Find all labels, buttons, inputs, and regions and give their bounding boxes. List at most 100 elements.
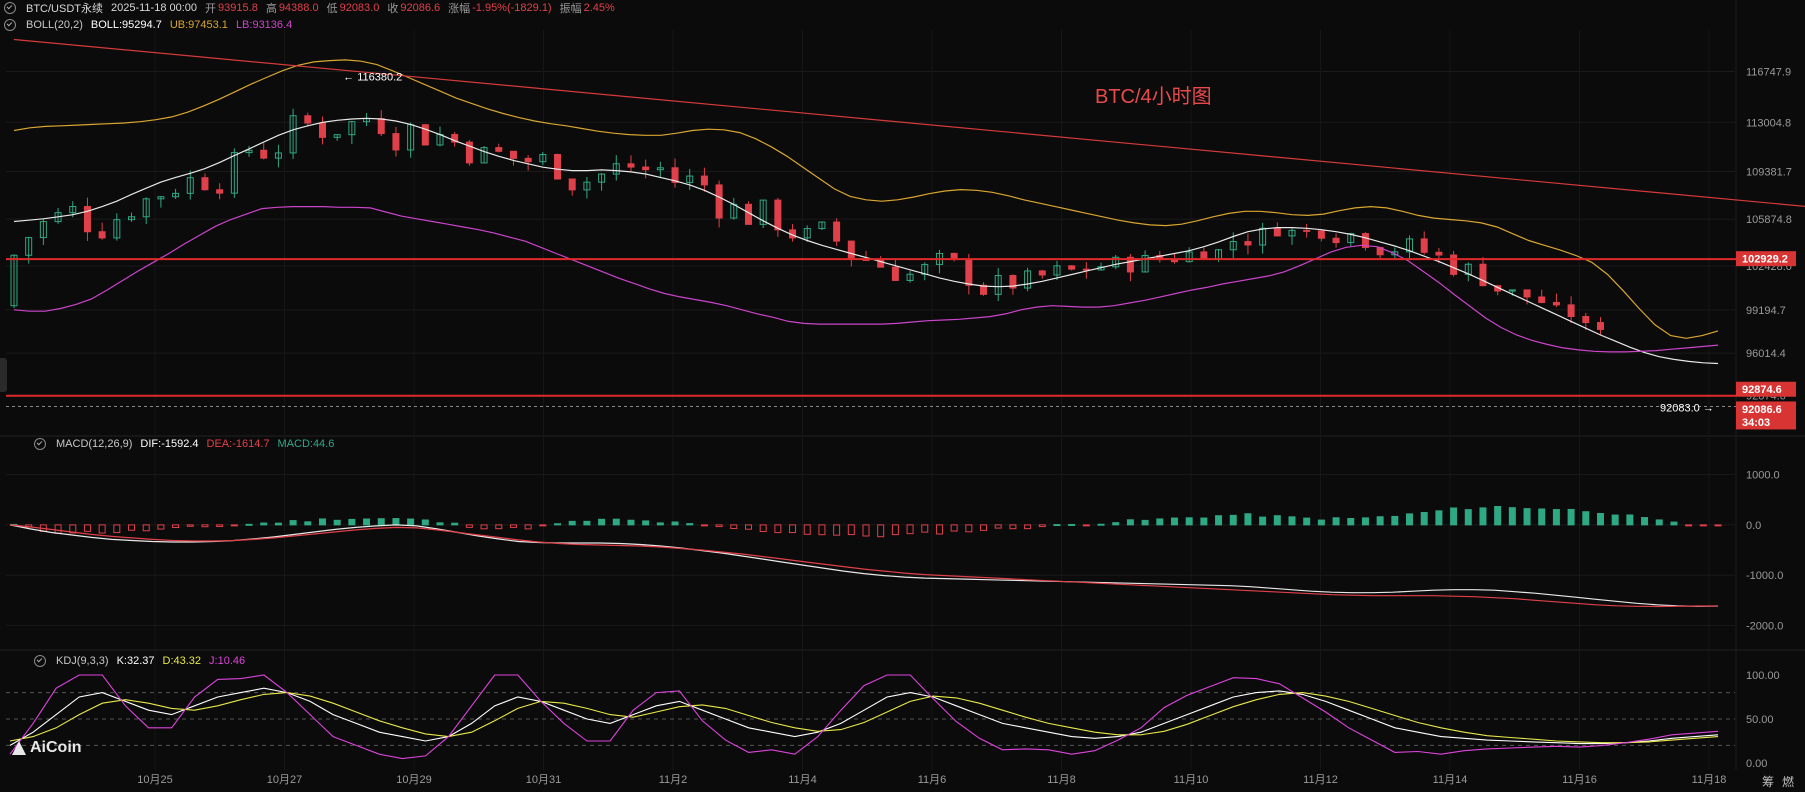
candle-body	[1185, 251, 1193, 263]
macd-histogram-bar	[980, 524, 988, 531]
candle-body	[671, 167, 679, 183]
macd-histogram-bar	[1450, 507, 1458, 526]
macd-histogram-bar	[700, 524, 708, 527]
macd-toggle-icon[interactable]	[34, 438, 46, 450]
x-tick: 10月29	[396, 774, 431, 786]
macd-histogram-bar	[627, 519, 635, 526]
candle-body	[906, 273, 914, 281]
candle-body	[348, 121, 356, 136]
candle-body	[83, 206, 91, 233]
macd-histogram-bar	[1141, 519, 1149, 526]
macd-histogram-bar	[1244, 513, 1252, 526]
macd-histogram-bar	[612, 518, 620, 526]
aicoin-logo: AiCoin	[12, 739, 82, 757]
candle-body	[1229, 241, 1237, 251]
kdj-toggle-icon[interactable]	[34, 655, 46, 667]
x-tick: 10月31	[526, 774, 561, 786]
candle-body	[1288, 229, 1296, 237]
macd-histogram-bar	[54, 524, 62, 534]
macd-histogram-bar	[465, 524, 473, 528]
x-tick: 11月4	[788, 774, 817, 786]
macd-histogram-bar	[1288, 516, 1296, 526]
candle-body	[1317, 230, 1325, 239]
macd-histogram-bar	[480, 524, 488, 530]
candle-body	[230, 152, 238, 194]
macd-name[interactable]: MACD(12,26,9)	[56, 438, 133, 450]
macd-histogram-bar	[1699, 524, 1707, 527]
x-tick: 10月27	[267, 774, 302, 786]
macd-histogram-bar	[113, 524, 121, 534]
macd-histogram-bar	[407, 518, 415, 526]
candle-body	[318, 122, 326, 138]
footer-glyph-chip[interactable]: 筹	[1762, 775, 1775, 789]
price-tag-text: 92874.6	[1742, 384, 1782, 396]
candle-body	[1200, 251, 1208, 260]
trendline	[13, 38, 1805, 207]
price-tag-bg	[1736, 401, 1796, 417]
macd-histogram-bar	[671, 521, 679, 526]
macd-dea: DEA:-1614.7	[206, 438, 270, 450]
candle-body	[598, 173, 606, 183]
boll-upper-line	[13, 59, 1719, 339]
candle-body	[421, 124, 429, 146]
macd-histogram-bar	[598, 518, 606, 526]
candle-body	[524, 157, 532, 163]
macd-histogram-bar	[965, 524, 973, 533]
candle-body	[1082, 268, 1090, 271]
macd-histogram-bar	[363, 518, 371, 526]
chart-annotation: BTC/4小时图	[1095, 86, 1212, 108]
side-panel-handle[interactable]	[0, 358, 7, 392]
macd-header: MACD(12,26,9) DIF:-1592.4 DEA:-1614.7 MA…	[34, 438, 334, 450]
symbol-label[interactable]: BTC/USDT永续	[26, 3, 103, 15]
macd-histogram-bar	[1626, 514, 1634, 526]
high-value: 94388.0	[278, 2, 319, 14]
change-label: 涨幅	[448, 3, 471, 15]
open-label: 开	[205, 3, 217, 15]
candle-body	[495, 147, 503, 152]
macd-histogram-bar	[1685, 524, 1693, 527]
candle-body	[847, 240, 855, 260]
candle-body	[1361, 233, 1369, 249]
candle-body	[304, 115, 312, 124]
price-tag-text: 102929.2	[1742, 254, 1788, 266]
macd-histogram-bar	[333, 519, 341, 526]
candle-body	[642, 166, 650, 171]
datetime-label: 2025-11-18 00:00	[111, 2, 198, 14]
aicoin-logo-icon	[12, 741, 26, 755]
candle-body	[25, 237, 33, 256]
candle-body	[1391, 251, 1399, 256]
kdj-name[interactable]: KDJ(9,3,3)	[56, 655, 109, 667]
candle-body	[1024, 270, 1032, 289]
boll-toggle-icon[interactable]	[4, 19, 16, 31]
macd-histogram-bar	[157, 524, 165, 530]
macd-histogram-bar	[1494, 505, 1502, 526]
collapse-icon[interactable]	[4, 2, 16, 14]
candle-body	[1435, 251, 1443, 256]
boll-mid-line	[13, 117, 1719, 365]
candle-body	[172, 192, 180, 198]
logo-text: AiCoin	[30, 739, 82, 756]
candle-body	[554, 153, 562, 180]
macd-y-tick: -1000.0	[1746, 570, 1783, 582]
x-tick: 11月10	[1174, 774, 1209, 786]
x-tick: 11月14	[1433, 774, 1468, 786]
macd-histogram-bar	[877, 524, 885, 538]
footer-glyph-fire[interactable]: 燃	[1782, 775, 1795, 789]
macd-histogram-bar	[1097, 523, 1105, 526]
candle-body	[759, 199, 767, 225]
macd-histogram-bar	[1229, 514, 1237, 526]
price-tag-text: 34:03	[1742, 417, 1770, 429]
macd-y-tick: 0.0	[1746, 520, 1761, 532]
candle-body	[1112, 256, 1120, 268]
macd-histogram-bar	[1156, 518, 1164, 526]
candle-body	[568, 178, 576, 191]
macd-histogram-bar	[245, 523, 253, 526]
candle-body	[980, 284, 988, 295]
price-y-tick: 105874.8	[1746, 214, 1792, 226]
macd-value: MACD:44.6	[277, 438, 335, 450]
macd-histogram-bar	[1655, 519, 1663, 526]
boll-name[interactable]: BOLL(20,2)	[26, 19, 83, 31]
candle-body	[289, 115, 297, 154]
macd-histogram-bar	[1567, 508, 1575, 526]
